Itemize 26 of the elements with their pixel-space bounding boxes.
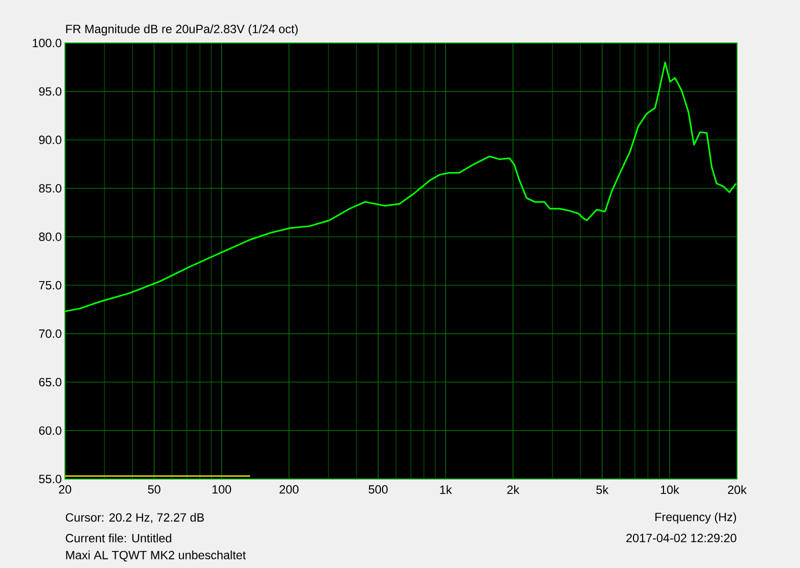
- x-tick-label: 2k: [507, 485, 520, 494]
- y-tick-label: 85.0: [39, 184, 62, 193]
- x-tick-label: 500: [368, 485, 388, 494]
- chart-title: FR Magnitude dB re 20uPa/2.83V (1/24 oct): [66, 24, 298, 36]
- y-tick-label: 80.0: [39, 232, 62, 241]
- y-tick-label: 90.0: [39, 136, 62, 144]
- x-tick-label: 10k: [660, 485, 680, 494]
- x-tick-label: 1k: [440, 485, 452, 494]
- text: Cursor: 20.2 Hz, 72.27 dB: [66, 512, 204, 524]
- x-tick-label: 20k: [728, 485, 747, 494]
- x-tick-label: 5k: [596, 485, 608, 494]
- y-tick-label: 95.0: [39, 87, 62, 96]
- text: Maxi AL TQWT MK2 unbeschaltet: [66, 550, 246, 562]
- x-tick-label: 200: [280, 485, 299, 494]
- text: Current file: Untitled: [66, 534, 172, 542]
- y-tick-label: 60.0: [39, 426, 62, 435]
- y-tick-label: 70.0: [39, 329, 62, 338]
- x-tick-label: 100: [212, 485, 232, 494]
- y-tick-label: 100.0: [32, 38, 62, 48]
- x-tick-label: 50: [148, 485, 160, 494]
- x-axis-title: Frequency (Hz): [655, 512, 736, 524]
- y-tick-label: 55.0: [39, 474, 62, 484]
- y-tick-label: 65.0: [39, 378, 62, 386]
- x-tick-label: 20: [58, 485, 72, 494]
- text: 2017-04-02 12:29:20: [626, 534, 736, 542]
- y-tick-label: 75.0: [39, 280, 62, 290]
